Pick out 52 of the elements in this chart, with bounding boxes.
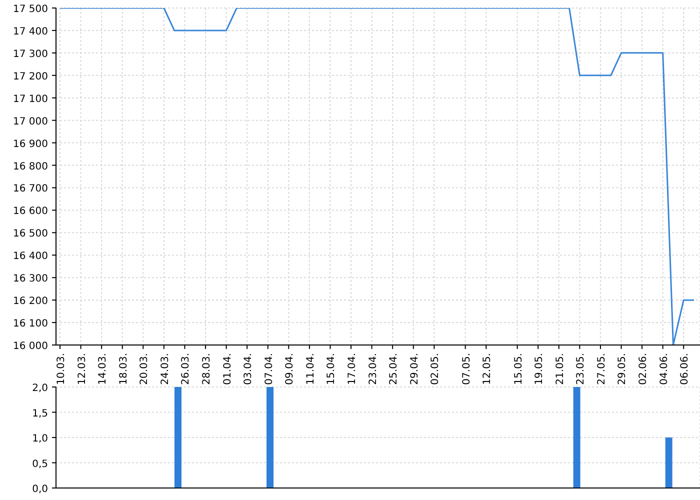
y-tick-label: 17 400 xyxy=(13,26,48,38)
x-tick-label: 26.03. xyxy=(180,353,192,385)
y-tick-label: 16 400 xyxy=(13,251,48,262)
x-tick-label: 23.05. xyxy=(576,353,587,385)
x-tick-label: 19.05. xyxy=(534,353,546,385)
x-tick-label: 28.03. xyxy=(202,353,213,385)
y-tick-label: 16 200 xyxy=(13,296,48,308)
x-tick-label: 29.04. xyxy=(409,353,420,385)
x-tick-label: 20.03. xyxy=(139,353,150,385)
y-tick-label: 0,5 xyxy=(32,458,48,470)
x-tick-label: 01.04. xyxy=(222,353,234,385)
y-tick-label: 1,5 xyxy=(32,408,48,420)
y-tick-label: 16 600 xyxy=(13,206,48,218)
y-tick-label: 16 700 xyxy=(13,184,48,195)
y-tick-label: 16 800 xyxy=(13,161,48,172)
y-tick-label: 16 100 xyxy=(13,318,48,330)
x-tick-label: 07.04. xyxy=(264,353,275,385)
y-tick-label: 2,0 xyxy=(32,383,48,394)
x-tick-label: 15.05. xyxy=(513,353,524,385)
x-tick-label: 15.04. xyxy=(326,353,338,385)
line-series xyxy=(59,8,695,345)
x-tick-label: 29.05. xyxy=(617,353,628,385)
x-tick-label: 11.04. xyxy=(305,353,316,385)
y-tick-label: 16 000 xyxy=(13,341,48,352)
x-tick-label: 17.04. xyxy=(347,353,358,385)
y-tick-label: 16 300 xyxy=(13,274,48,285)
x-tick-label: 25.04. xyxy=(388,353,400,385)
y-tick-label: 16 900 xyxy=(13,138,48,150)
x-tick-label: 09.04. xyxy=(284,353,296,385)
y-tick-label: 0,0 xyxy=(32,484,48,495)
x-tick-label: 06.06. xyxy=(680,353,691,385)
y-tick-label: 17 200 xyxy=(13,71,48,82)
y-tick-label: 17 500 xyxy=(13,4,48,15)
x-tick-label: 02.05. xyxy=(430,353,442,385)
x-tick-label: 10.03. xyxy=(56,353,67,385)
y-tick-label: 17 000 xyxy=(13,116,48,128)
x-tick-label: 27.05. xyxy=(596,353,608,385)
x-tick-label: 03.04. xyxy=(243,353,254,385)
x-tick-label: 24.03. xyxy=(160,353,171,385)
x-tick-label: 23.04. xyxy=(368,353,379,385)
y-tick-label: 17 100 xyxy=(13,94,48,105)
y-tick-label: 17 300 xyxy=(13,48,48,60)
x-tick-label: 04.06. xyxy=(658,353,670,385)
x-tick-label: 07.05. xyxy=(461,353,472,385)
x-tick-label: 12.03. xyxy=(76,353,88,385)
x-tick-label: 14.03. xyxy=(98,353,109,385)
y-tick-label: 1,0 xyxy=(32,434,48,444)
x-tick-label: 02.06. xyxy=(638,353,650,385)
x-tick-label: 12.05. xyxy=(482,353,494,385)
y-tick-label: 16 500 xyxy=(13,228,48,240)
x-tick-label: 18.03. xyxy=(118,353,130,385)
x-tick-label: 21.05. xyxy=(554,353,566,385)
